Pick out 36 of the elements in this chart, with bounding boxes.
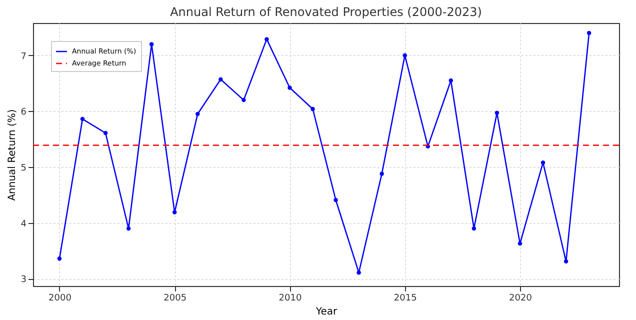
point: [402, 53, 407, 58]
point: [103, 130, 108, 136]
point: [494, 110, 500, 116]
chart-title: Annual Return of Renovated Properties (2000-2023): [170, 5, 482, 19]
point: [564, 259, 568, 264]
x-tick-label: 2020: [509, 294, 532, 304]
point: [196, 112, 200, 116]
y-tick-label: 4: [20, 219, 27, 230]
point: [264, 37, 269, 42]
point: [310, 106, 315, 112]
point: [356, 270, 361, 275]
x-tick-label: 2015: [394, 294, 417, 304]
point: [334, 198, 338, 202]
point: [80, 116, 85, 122]
point: [57, 256, 62, 261]
point: [218, 77, 223, 82]
y-tick-label: 3: [20, 275, 26, 286]
y-tick-label: 5: [20, 164, 26, 174]
point: [242, 98, 246, 102]
x-axis-title: Year: [314, 306, 338, 318]
x-tick-label: 2005: [164, 294, 187, 304]
point: [586, 30, 592, 36]
point: [540, 160, 546, 165]
point: [149, 42, 154, 46]
x-tick-label: 2000: [48, 294, 72, 304]
point: [288, 86, 292, 90]
y-axis-title: Annual Return (%): [6, 109, 18, 201]
x-tick-label: 2010: [278, 294, 302, 304]
point: [126, 226, 131, 231]
point: [472, 226, 476, 231]
point: [518, 241, 522, 246]
y-tick-label: 6: [20, 108, 27, 118]
y-tick-label: 7: [20, 52, 26, 62]
point: [172, 210, 177, 214]
point: [380, 172, 384, 176]
point: [448, 78, 454, 83]
